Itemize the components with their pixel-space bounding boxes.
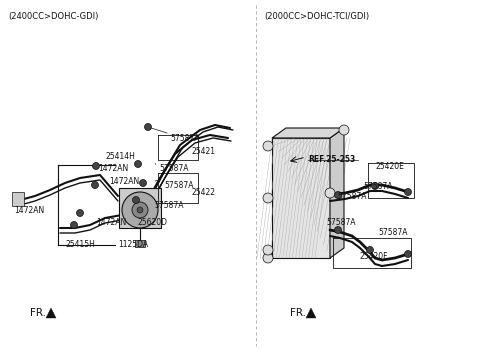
Circle shape — [71, 221, 77, 229]
Text: 25422: 25422 — [192, 188, 216, 197]
Text: 1472AN: 1472AN — [96, 218, 126, 227]
Circle shape — [405, 188, 411, 196]
Circle shape — [263, 193, 273, 203]
Text: 57587A: 57587A — [154, 201, 183, 210]
FancyBboxPatch shape — [135, 240, 145, 247]
Text: 1472AN: 1472AN — [109, 177, 139, 186]
FancyBboxPatch shape — [12, 192, 24, 206]
Circle shape — [335, 226, 341, 233]
Circle shape — [93, 163, 99, 170]
Circle shape — [372, 183, 379, 190]
Text: 57587A: 57587A — [378, 228, 408, 237]
Text: 1472AN: 1472AN — [14, 206, 44, 215]
Text: 57587A: 57587A — [159, 164, 189, 173]
Polygon shape — [330, 128, 344, 258]
Text: 25420E: 25420E — [376, 162, 405, 171]
Text: (2400CC>DOHC-GDI): (2400CC>DOHC-GDI) — [8, 12, 98, 21]
Circle shape — [122, 192, 158, 228]
Circle shape — [263, 141, 273, 151]
Text: 25414H: 25414H — [106, 152, 136, 161]
Text: 1125DA: 1125DA — [118, 240, 148, 249]
Circle shape — [263, 245, 273, 255]
Text: 57587A: 57587A — [164, 181, 193, 190]
Circle shape — [92, 181, 98, 188]
Circle shape — [144, 124, 152, 131]
Text: 25421: 25421 — [192, 147, 216, 156]
Text: 25420F: 25420F — [360, 252, 388, 261]
FancyBboxPatch shape — [119, 188, 161, 228]
Circle shape — [367, 246, 373, 253]
Polygon shape — [272, 138, 330, 258]
Text: (2000CC>DOHC-TCI/GDI): (2000CC>DOHC-TCI/GDI) — [264, 12, 369, 21]
Polygon shape — [46, 308, 56, 318]
Text: 25620D: 25620D — [138, 218, 168, 227]
Polygon shape — [306, 308, 316, 318]
Circle shape — [134, 160, 142, 167]
Text: FR.: FR. — [30, 308, 46, 318]
Circle shape — [263, 253, 273, 263]
Circle shape — [405, 251, 411, 258]
Polygon shape — [272, 128, 344, 138]
Circle shape — [76, 210, 84, 217]
Text: 57587A: 57587A — [326, 218, 356, 227]
Text: 57587A: 57587A — [170, 134, 200, 143]
Circle shape — [140, 179, 146, 186]
Circle shape — [132, 197, 140, 204]
Text: REF.25-253: REF.25-253 — [308, 155, 355, 164]
Text: 25415H: 25415H — [66, 240, 96, 249]
Circle shape — [325, 188, 335, 198]
Circle shape — [132, 202, 148, 218]
Text: FR.: FR. — [290, 308, 306, 318]
Text: 57587A: 57587A — [337, 192, 367, 201]
Text: 57587A: 57587A — [363, 182, 393, 191]
Text: 1472AN: 1472AN — [98, 164, 128, 173]
Circle shape — [339, 125, 349, 135]
Circle shape — [335, 192, 341, 199]
Circle shape — [137, 207, 143, 213]
